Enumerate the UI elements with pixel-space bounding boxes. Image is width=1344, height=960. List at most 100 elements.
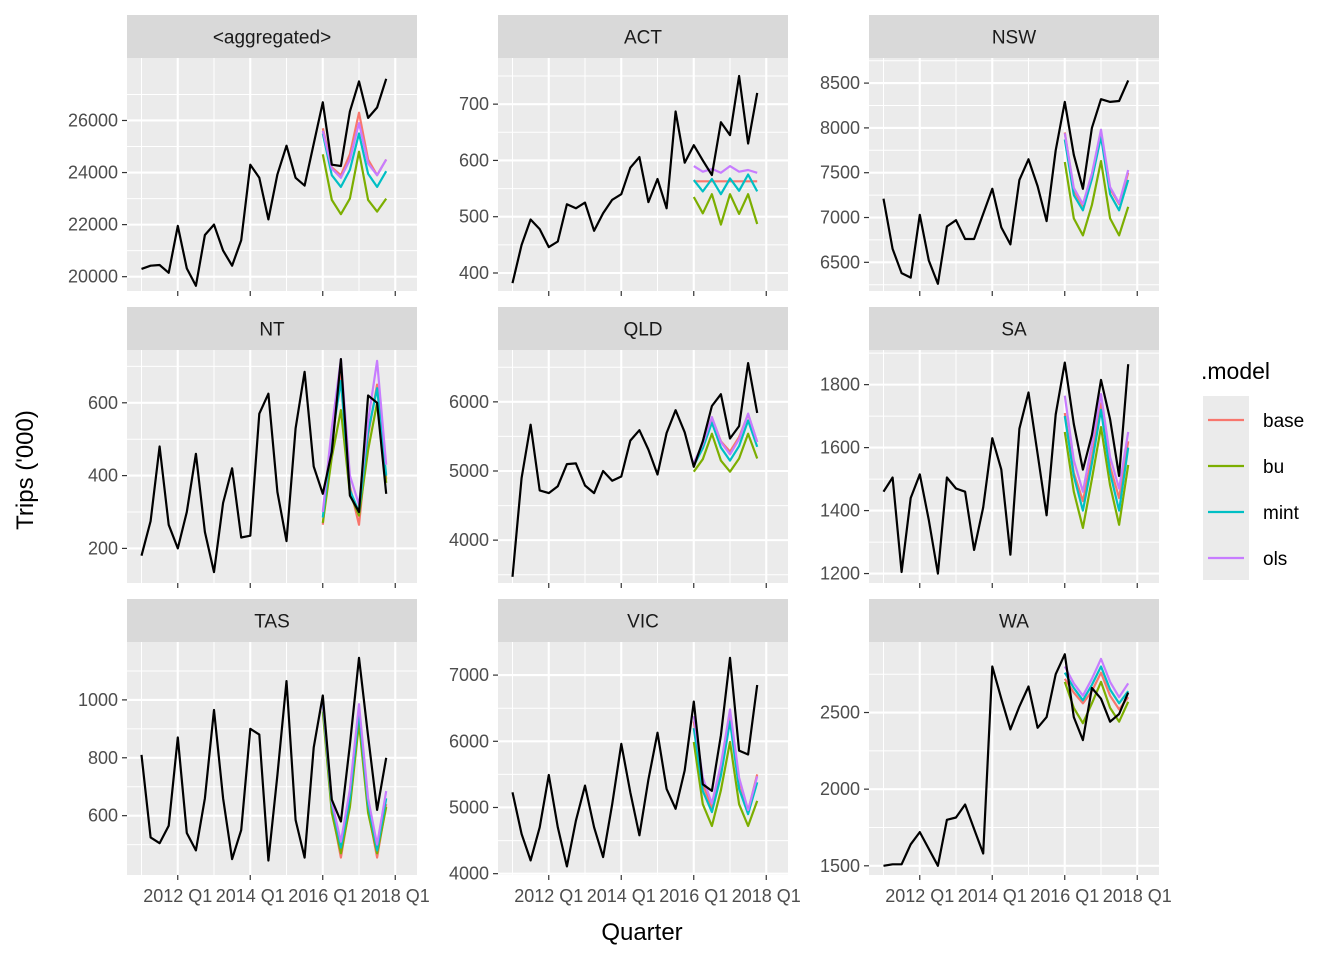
- facet-strip-label: SA: [1001, 320, 1027, 341]
- forecast-line-mint: [692, 419, 759, 467]
- y-tick-label: 2500: [820, 703, 860, 723]
- y-tick-label: 7000: [820, 208, 860, 228]
- forecast-line-bu: [1063, 426, 1130, 529]
- forecast-line-bu: [692, 740, 759, 828]
- facet-panel-aggregated: <aggregated> 20000 22000 24000 26000: [68, 15, 417, 296]
- gridlines: [127, 58, 417, 291]
- y-tick-label: 7500: [820, 163, 860, 183]
- y-tick-label: 24000: [68, 163, 118, 183]
- facet-strip: [869, 599, 1159, 642]
- actual-line: [883, 653, 1130, 867]
- facet-panel-nt: NT 200 400 600: [88, 307, 417, 588]
- forecast-line-ols: [321, 122, 388, 179]
- y-tick-label: 8500: [820, 73, 860, 93]
- actual-line: [511, 656, 759, 868]
- facet-panel-wa: WA 1500 2000 2500 2012 Q1 2014 Q1 2016 Q1 2018 …: [820, 599, 1172, 906]
- legend: .model base bu mint ols: [1201, 358, 1304, 580]
- forecast-line-bu: [1063, 160, 1130, 237]
- y-tick-label: 6000: [449, 392, 489, 412]
- legend-label: ols: [1263, 549, 1287, 570]
- facet-strip-label: NT: [259, 320, 285, 341]
- x-tick-label: 2018 Q1: [732, 886, 801, 906]
- forecast-line-bu: [692, 432, 759, 473]
- series-lines: [882, 361, 1130, 575]
- forecast-line-bu: [321, 150, 388, 216]
- y-tick-label: 200: [88, 538, 118, 558]
- forecast-line-base: [1063, 671, 1130, 711]
- y-tick-label: 5000: [449, 797, 489, 817]
- y-tick-label: 1500: [820, 856, 860, 876]
- y-tick-label: 600: [88, 393, 118, 413]
- y-tick-label: 22000: [68, 215, 118, 235]
- facet-panel-vic: VIC 4000 5000 6000 7000 2012 Q1 2014 Q1 2016 Q1…: [449, 599, 801, 906]
- legend-key-background: [1203, 396, 1249, 580]
- panel-background: [498, 642, 788, 875]
- x-axis-title: Quarter: [601, 919, 682, 946]
- gridlines: [127, 350, 417, 583]
- actual-line: [882, 361, 1130, 575]
- forecast-line-mint: [1063, 665, 1130, 705]
- facet-strip-label: QLD: [623, 320, 662, 341]
- x-tick-label: 2014 Q1: [958, 886, 1027, 906]
- actual-line: [140, 656, 388, 862]
- series-lines: [882, 79, 1130, 285]
- y-tick-label: 1600: [820, 438, 860, 458]
- facet-panel-sa: SA 1200 1400 1600 1800: [820, 307, 1159, 588]
- facet-strip: [127, 15, 417, 58]
- forecast-line-mint: [321, 132, 388, 188]
- legend-entry-bu: bu: [1208, 457, 1284, 478]
- y-tick-label: 1200: [820, 564, 860, 584]
- series-lines: [140, 656, 388, 862]
- facet-strip: [869, 15, 1159, 58]
- actual-line: [882, 79, 1130, 285]
- panel-background: [869, 58, 1159, 291]
- facet-strip: [498, 307, 788, 350]
- x-tick-label: 2018 Q1: [1103, 886, 1172, 906]
- forecast-line-bu: [692, 193, 759, 226]
- y-tick-label: 1400: [820, 501, 860, 521]
- x-tick-label: 2016 Q1: [288, 886, 357, 906]
- y-tick-label: 26000: [68, 110, 118, 130]
- forecast-line-ols: [1063, 657, 1130, 699]
- panel-background: [127, 58, 417, 291]
- legend-label: mint: [1263, 503, 1300, 524]
- y-tick-label: 600: [88, 806, 118, 826]
- x-tick-label: 2016 Q1: [659, 886, 728, 906]
- y-tick-label: 800: [88, 748, 118, 768]
- y-tick-label: 20000: [68, 267, 118, 287]
- y-tick-label: 1000: [78, 690, 118, 710]
- legend-label: base: [1263, 411, 1304, 432]
- facet-strip: [127, 599, 417, 642]
- y-tick-label: 6000: [449, 731, 489, 751]
- legend-entries: base bu mint ols: [1208, 411, 1304, 570]
- x-tick-label: 2014 Q1: [216, 886, 285, 906]
- legend-title: .model: [1201, 358, 1270, 384]
- gridlines: [869, 642, 1159, 875]
- series-lines: [141, 78, 388, 287]
- y-tick-label: 500: [459, 207, 489, 227]
- x-tick-label: 2018 Q1: [361, 886, 430, 906]
- panel-background: [498, 350, 788, 583]
- y-tick-label: 8000: [820, 118, 860, 138]
- gridlines: [498, 642, 788, 875]
- y-tick-label: 400: [459, 263, 489, 283]
- actual-line: [140, 358, 388, 574]
- facet-strip: [498, 599, 788, 642]
- series-lines: [511, 362, 759, 577]
- forecast-line-ols: [1063, 128, 1130, 206]
- y-tick-label: 2000: [820, 779, 860, 799]
- facet-strip: [869, 307, 1159, 350]
- y-tick-label: 6500: [820, 252, 860, 272]
- facet-strip-label: <aggregated>: [213, 28, 331, 49]
- actual-line: [141, 78, 388, 287]
- facet-strip-label: VIC: [627, 612, 659, 633]
- x-tick-label: 2016 Q1: [1030, 886, 1099, 906]
- actual-line: [511, 74, 759, 284]
- actual-line: [511, 362, 759, 577]
- forecast-line-mint: [692, 173, 759, 196]
- legend-entry-ols: ols: [1208, 549, 1287, 570]
- facet-panel-qld: QLD 4000 5000 6000: [449, 307, 788, 588]
- forecast-line-mint: [692, 720, 759, 816]
- facet-panel-tas: TAS 600 800 1000 2012 Q1 2014 Q1 2016 Q1 2018 Q…: [78, 599, 430, 906]
- x-tick-label: 2012 Q1: [885, 886, 954, 906]
